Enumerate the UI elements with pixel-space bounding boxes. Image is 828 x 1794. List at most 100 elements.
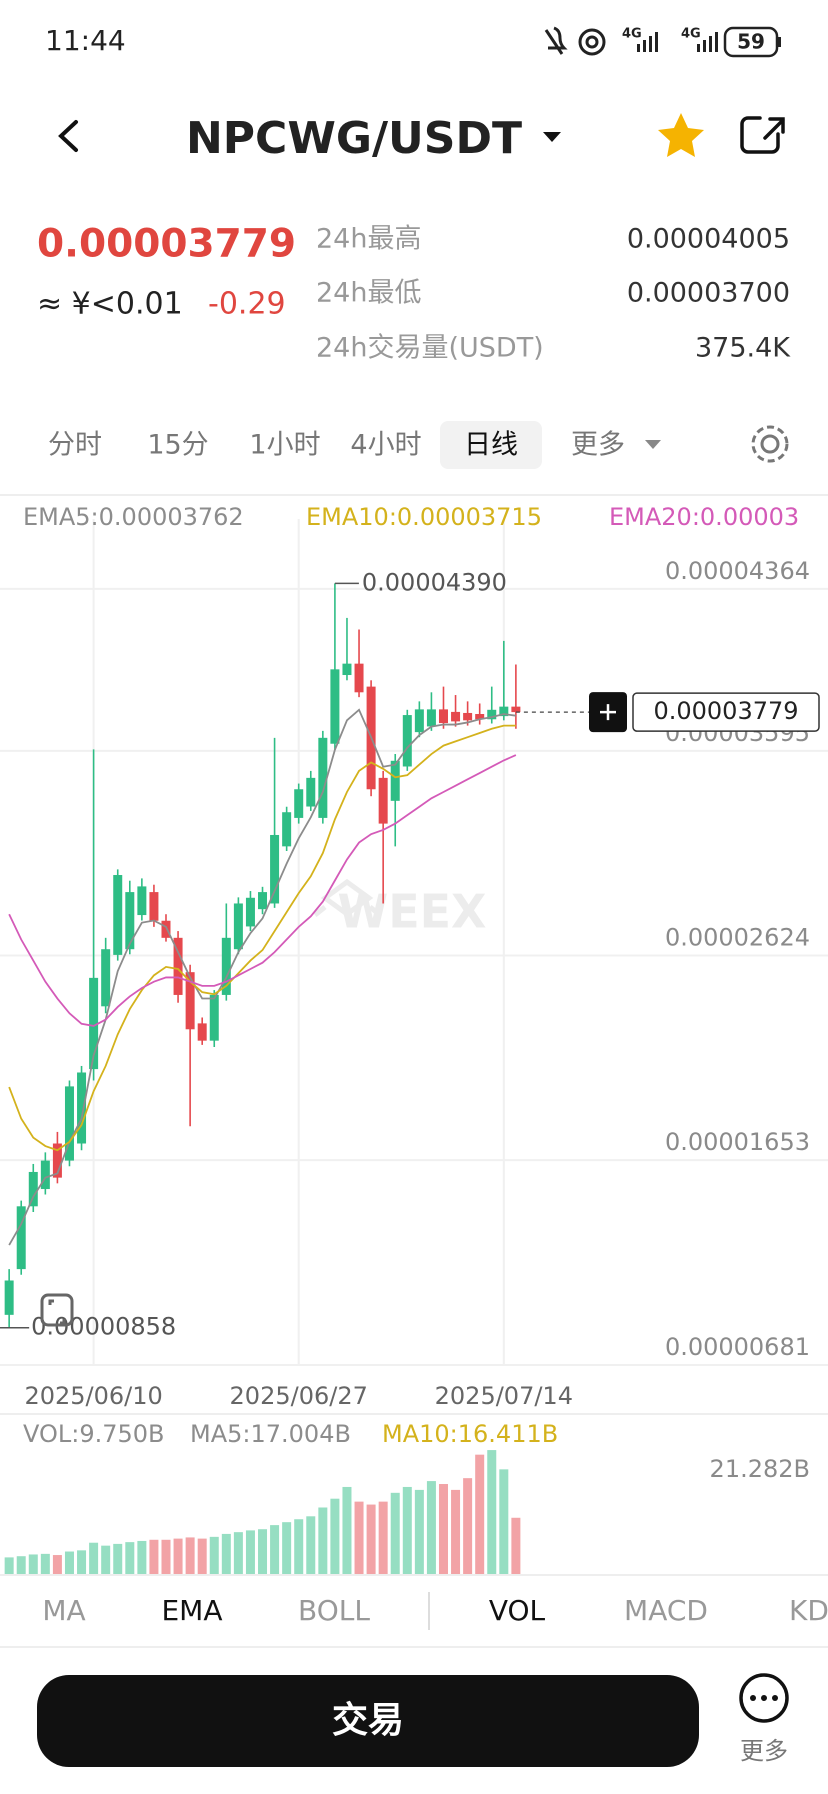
volume-bar xyxy=(221,1533,231,1575)
volume-bar xyxy=(173,1538,183,1575)
interval-tab[interactable]: 分时 xyxy=(48,430,102,461)
interval-tab[interactable]: 更多 xyxy=(571,430,625,461)
share-button[interactable] xyxy=(740,116,785,154)
candle-body xyxy=(221,937,231,995)
candle-body xyxy=(113,875,123,955)
tab-highlight xyxy=(440,421,542,469)
settings-button[interactable] xyxy=(751,425,789,463)
indicator-tab[interactable]: KD xyxy=(789,1594,828,1627)
candle-body xyxy=(77,1072,87,1144)
volume-bar xyxy=(463,1478,473,1575)
candle-body xyxy=(294,789,304,818)
volume-bar xyxy=(113,1543,123,1575)
volume-bar xyxy=(318,1507,328,1575)
ema-line xyxy=(8,708,517,1246)
volume-bar xyxy=(294,1519,304,1575)
candle-body xyxy=(52,1143,62,1178)
y-tick-label: 0.00000681 xyxy=(665,1333,810,1361)
trade-button[interactable] xyxy=(37,1675,699,1767)
stat-label: 24h最低 xyxy=(316,278,421,309)
volume-bar xyxy=(438,1484,448,1575)
more-button[interactable] xyxy=(739,1673,789,1723)
add-alert-icon xyxy=(600,704,616,721)
candle-body xyxy=(270,834,280,904)
candle-body xyxy=(173,937,183,995)
favorite-star[interactable] xyxy=(658,113,704,157)
indicator-tab[interactable]: EMA xyxy=(161,1594,222,1627)
watermark-logo xyxy=(313,878,382,918)
candle-body xyxy=(4,1280,14,1315)
indicator-tab[interactable]: MACD xyxy=(624,1594,708,1627)
volume-bar xyxy=(402,1486,412,1575)
candle-body xyxy=(258,892,268,910)
low-marker: 0.00000858 xyxy=(31,1313,176,1341)
candle-body xyxy=(245,897,255,927)
volume-legend: VOL:9.750B xyxy=(23,1420,165,1448)
pair-dropdown[interactable] xyxy=(543,132,561,142)
volume-bar xyxy=(475,1454,485,1575)
candle-body xyxy=(475,714,485,720)
x-tick-label: 2025/07/14 xyxy=(435,1382,573,1410)
volume-bar xyxy=(77,1550,87,1575)
fullscreen-icon[interactable] xyxy=(40,1293,74,1327)
interval-tab[interactable]: 1小时 xyxy=(249,430,320,461)
candle-body xyxy=(499,706,509,717)
trade-button-label[interactable]: 交易 xyxy=(332,1699,404,1741)
network-label: 4G xyxy=(681,27,701,42)
volume-bar xyxy=(137,1540,147,1575)
back-button[interactable] xyxy=(58,120,78,152)
volume-bar xyxy=(270,1525,280,1575)
candle-body xyxy=(451,711,461,722)
volume-bar xyxy=(197,1538,207,1575)
network-label: 4G xyxy=(622,27,642,42)
candle-body xyxy=(426,709,436,727)
volume-bar xyxy=(342,1486,352,1575)
y-tick-label: 0.00002624 xyxy=(665,924,810,952)
volume-axis-label: 21.282B xyxy=(710,1455,810,1483)
candle-body xyxy=(438,709,448,724)
volume-bar xyxy=(378,1501,388,1575)
more-dropdown[interactable] xyxy=(645,440,661,449)
indicator-tab[interactable]: BOLL xyxy=(298,1594,370,1627)
x-tick-label: 2025/06/27 xyxy=(230,1382,368,1410)
more-label[interactable]: 更多 xyxy=(740,1737,788,1765)
indicator-tab[interactable]: MA xyxy=(42,1594,85,1627)
last-price: 0.00003779 xyxy=(37,222,296,267)
volume-bar xyxy=(282,1522,292,1575)
candle-body xyxy=(28,1171,38,1207)
volume-bar xyxy=(4,1557,14,1575)
battery-level: 59 xyxy=(737,30,765,54)
grid: 0.000006810.000016530.000026240.00003595… xyxy=(0,519,828,1366)
y-tick-label: 0.00004364 xyxy=(665,557,810,585)
volume-pane: VOL:9.750B MA5:17.004B MA10:16.411B 21.282B xyxy=(4,1420,810,1575)
ema-line xyxy=(8,754,517,1027)
stat-value: 375.4K xyxy=(695,333,791,364)
interval-tab[interactable]: 4小时 xyxy=(350,430,421,461)
indicator-tab[interactable]: VOL xyxy=(489,1594,546,1627)
interval-tab[interactable]: 日线 xyxy=(464,430,518,461)
volume-bar xyxy=(366,1504,376,1575)
volume-bar xyxy=(209,1536,219,1575)
volume-bar xyxy=(354,1501,364,1575)
volume-bar xyxy=(426,1481,436,1575)
price-cny: ≈ ¥<0.01 xyxy=(37,287,183,322)
volume-bar xyxy=(28,1554,38,1575)
interval-tab[interactable]: 15分 xyxy=(147,430,208,461)
high-marker: 0.00004390 xyxy=(362,568,507,596)
ema-line xyxy=(8,724,516,1152)
current-price-label: 0.00003779 xyxy=(653,697,798,725)
volume-bar xyxy=(330,1498,340,1575)
candle-body xyxy=(197,1023,207,1041)
plot: 0.00004390 0.00000858 0.00003779 xyxy=(0,568,820,1341)
pair-title[interactable]: NPCWG/USDT xyxy=(186,113,522,164)
candle-body xyxy=(318,737,328,818)
candle-body xyxy=(89,977,99,1070)
volume-legend: MA5:17.004B xyxy=(190,1420,351,1448)
volume-bar xyxy=(89,1542,99,1575)
candle-body xyxy=(330,669,340,744)
current-price-box xyxy=(632,692,820,732)
volume-bar xyxy=(306,1516,316,1575)
stat-label: 24h交易量(USDT) xyxy=(316,333,544,364)
volume-bar xyxy=(487,1450,497,1575)
